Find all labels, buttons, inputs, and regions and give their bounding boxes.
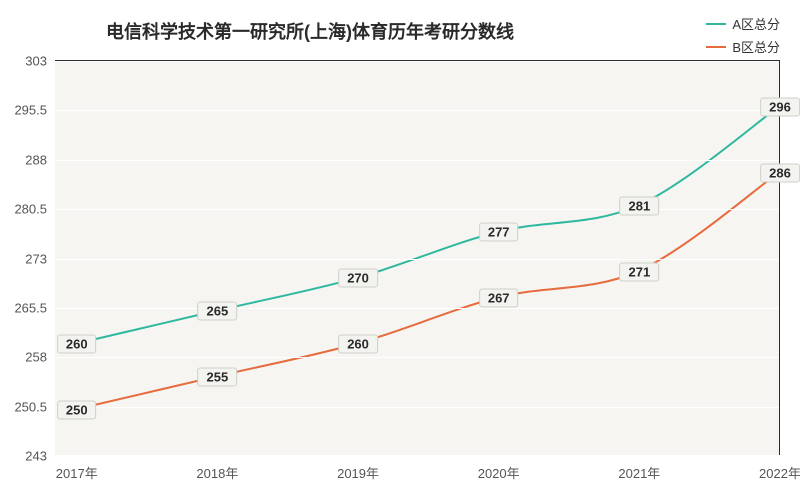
y-tick-label: 295.5 (14, 103, 47, 118)
x-tick-label: 2022年 (759, 463, 800, 482)
y-tick-label: 280.5 (14, 202, 47, 217)
y-tick-label: 243 (25, 449, 47, 464)
y-tick-label: 303 (25, 54, 47, 69)
value-label: 296 (760, 98, 800, 117)
legend-label-b: B区总分 (732, 37, 780, 56)
gridline (55, 456, 779, 457)
x-tick-label: 2021年 (618, 463, 660, 482)
value-label: 270 (338, 269, 378, 288)
plot-area: 243250.5258265.5273280.5288295.53032017年… (55, 60, 780, 455)
gridline (55, 61, 779, 62)
gridline (55, 357, 779, 358)
x-tick-label: 2020年 (478, 463, 520, 482)
value-label: 271 (619, 262, 659, 281)
y-tick-label: 273 (25, 251, 47, 266)
value-label: 260 (338, 335, 378, 354)
y-tick-label: 288 (25, 152, 47, 167)
x-tick-label: 2018年 (196, 463, 238, 482)
gridline (55, 160, 779, 161)
gridline (55, 110, 779, 111)
y-tick-label: 258 (25, 350, 47, 365)
legend-label-a: A区总分 (732, 14, 780, 33)
legend-item-b: B区总分 (706, 37, 780, 56)
value-label: 277 (479, 223, 519, 242)
legend: A区总分 B区总分 (706, 14, 780, 60)
legend-swatch-a (706, 23, 726, 25)
y-tick-label: 250.5 (14, 399, 47, 414)
gridline (55, 407, 779, 408)
y-tick-label: 265.5 (14, 300, 47, 315)
value-label: 260 (57, 335, 97, 354)
series-line-1 (77, 173, 778, 409)
legend-swatch-b (706, 46, 726, 48)
value-label: 267 (479, 289, 519, 308)
value-label: 265 (198, 302, 238, 321)
gridline (55, 259, 779, 260)
x-tick-label: 2019年 (337, 463, 379, 482)
value-label: 286 (760, 163, 800, 182)
value-label: 281 (619, 196, 659, 215)
chart-container: 电信科学技术第一研究所(上海)体育历年考研分数线 A区总分 B区总分 24325… (0, 0, 800, 500)
legend-item-a: A区总分 (706, 14, 780, 33)
value-label: 255 (198, 368, 238, 387)
x-tick-label: 2017年 (56, 463, 98, 482)
gridline (55, 308, 779, 309)
value-label: 250 (57, 400, 97, 419)
chart-title: 电信科学技术第一研究所(上海)体育历年考研分数线 (0, 18, 620, 44)
gridline (55, 209, 779, 210)
